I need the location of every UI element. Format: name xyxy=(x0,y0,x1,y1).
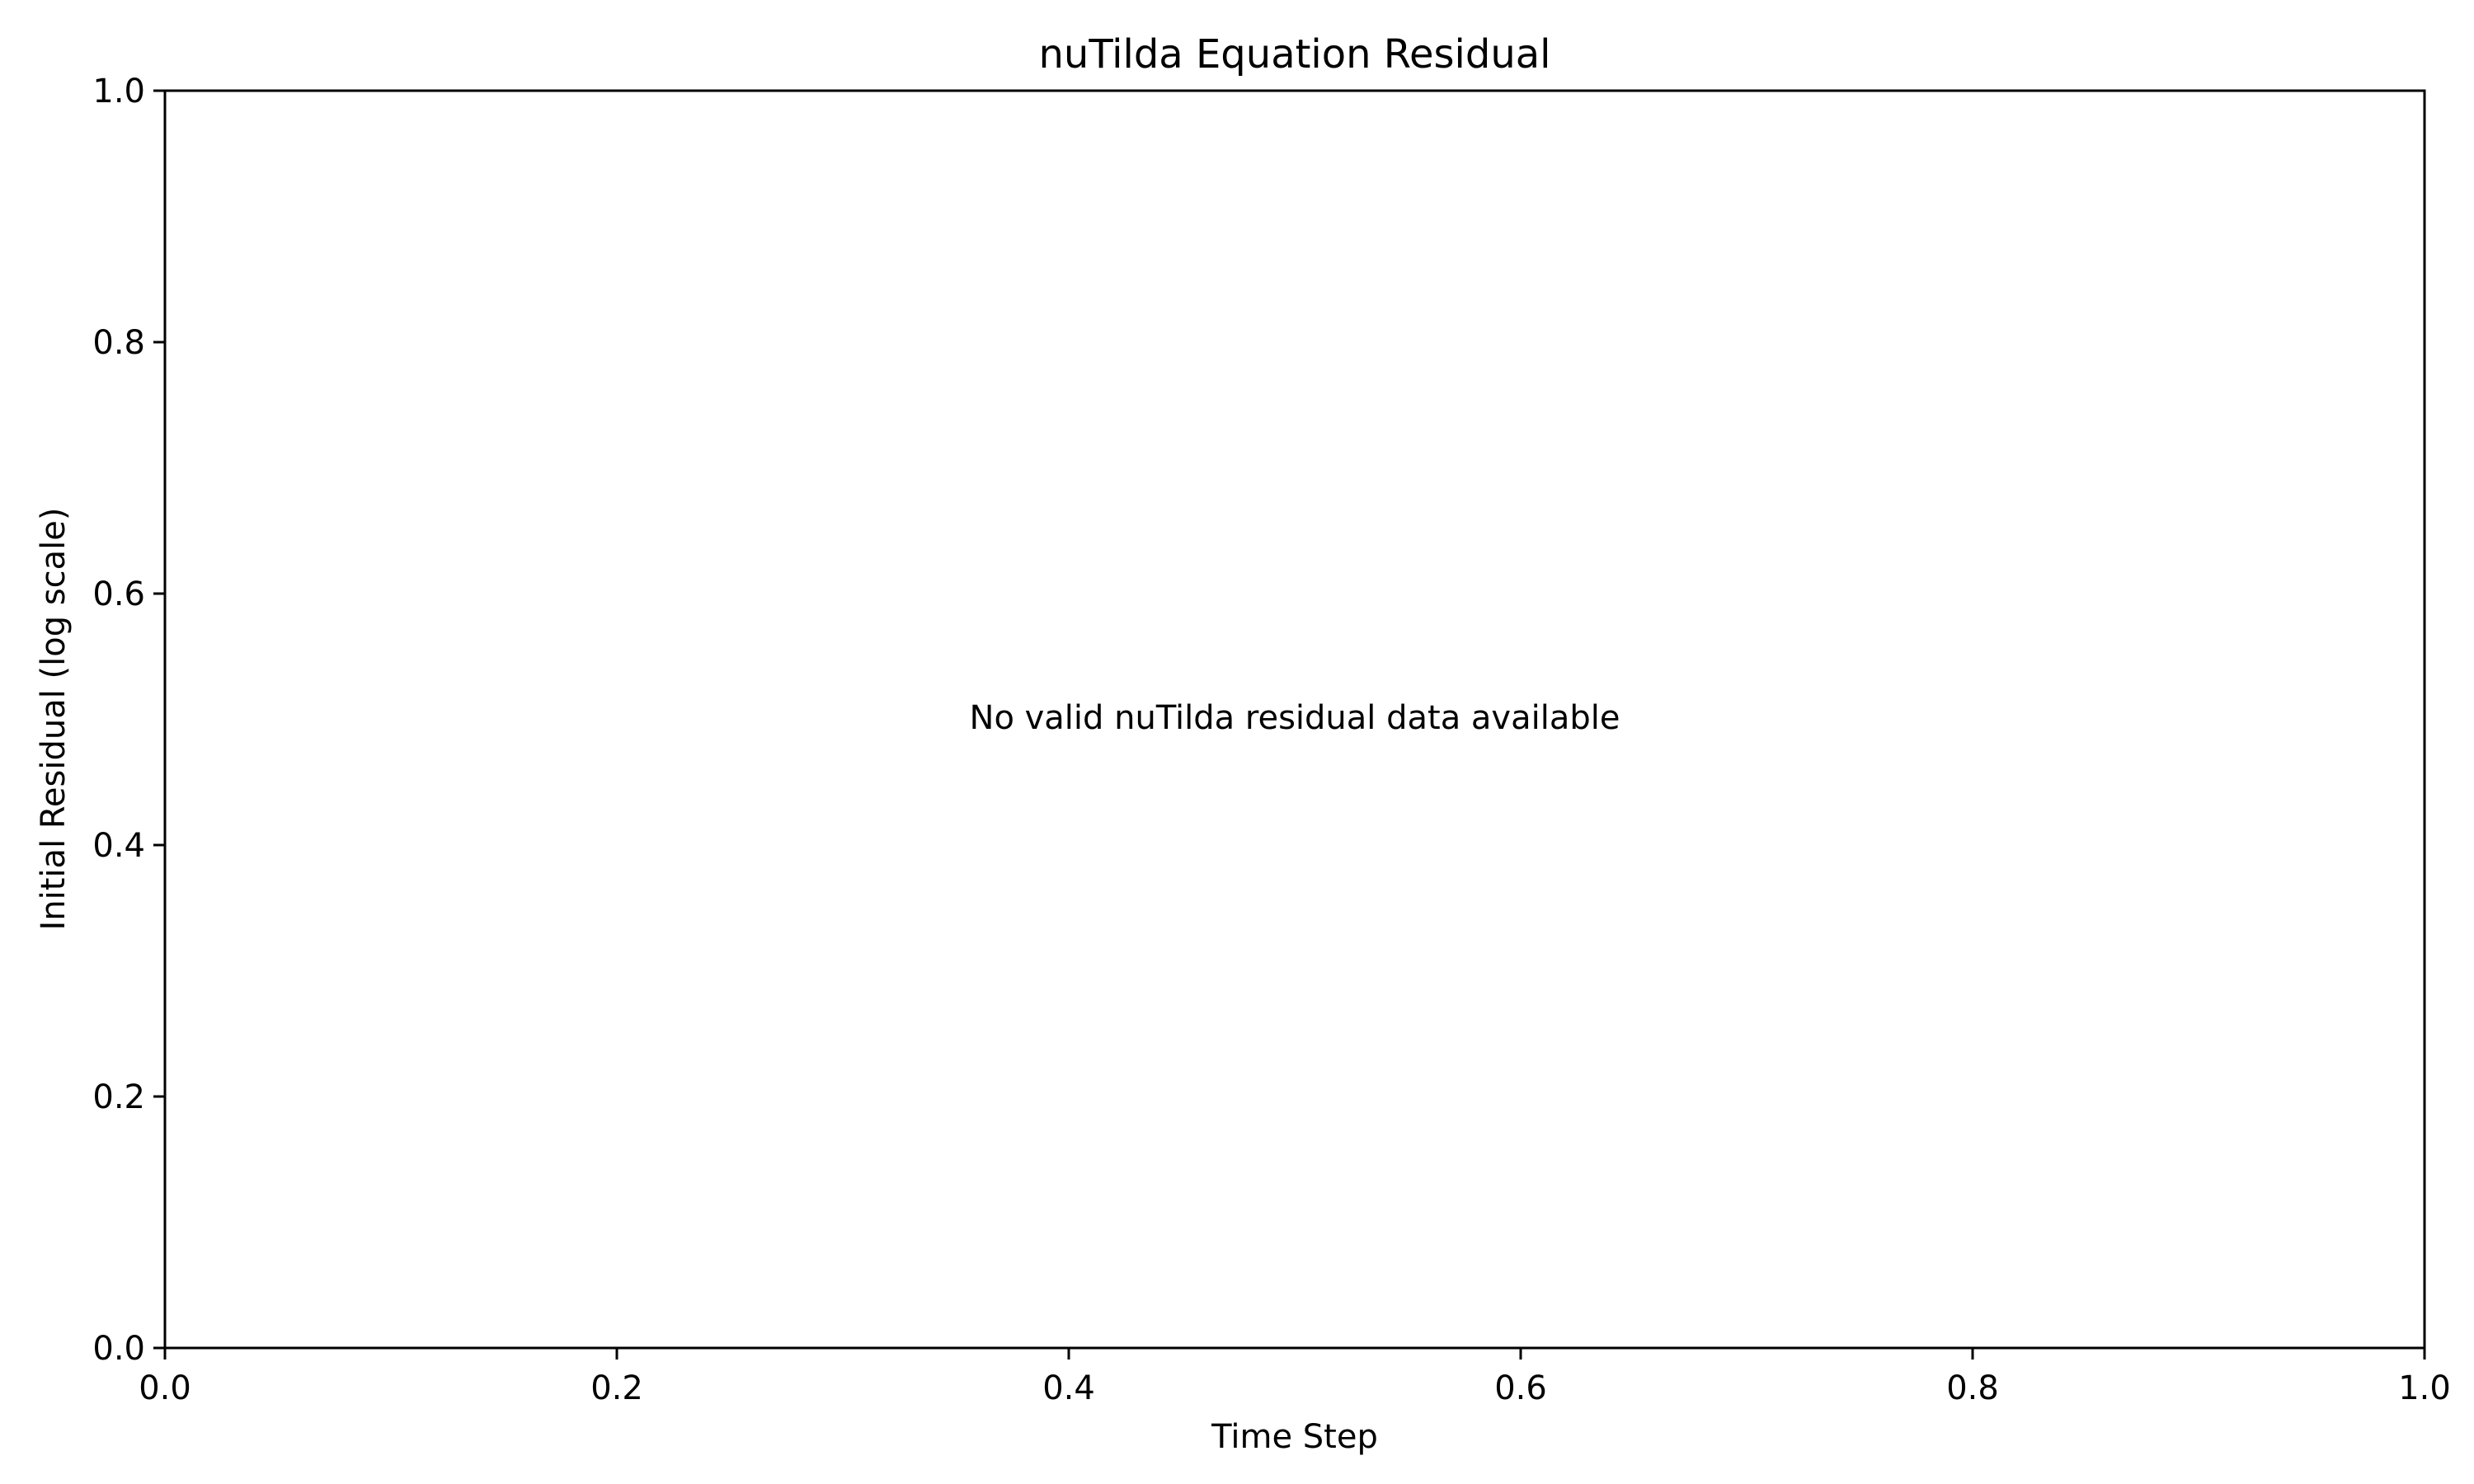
x-tick-label: 0.4 xyxy=(1042,1369,1095,1407)
y-axis-label: Initial Residual (log scale) xyxy=(35,507,73,930)
plot-area xyxy=(163,89,2426,1350)
y-tick-label: 0.6 xyxy=(92,575,145,613)
y-axis-ticks: 0.0 0.2 0.4 0.6 0.8 1.0 xyxy=(92,73,165,1368)
x-axis-ticks: 0.0 0.2 0.4 0.6 0.8 1.0 xyxy=(139,1348,2451,1407)
y-tick-label: 0.8 xyxy=(92,324,145,362)
y-tick-label: 0.0 xyxy=(92,1330,145,1368)
y-tick-label: 0.4 xyxy=(92,827,145,865)
x-tick-label: 0.2 xyxy=(590,1369,643,1407)
y-tick-label: 1.0 xyxy=(92,73,145,110)
no-data-annotation: No valid nuTilda residual data available xyxy=(970,699,1620,737)
x-tick-label: 1.0 xyxy=(2398,1369,2451,1407)
chart-title: nuTilda Equation Residual xyxy=(1038,31,1550,77)
y-tick-label: 0.2 xyxy=(92,1078,145,1116)
x-tick-label: 0.8 xyxy=(1946,1369,1999,1407)
x-tick-label: 0.6 xyxy=(1494,1369,1547,1407)
x-tick-label: 0.0 xyxy=(139,1369,191,1407)
x-axis-label: Time Step xyxy=(1211,1418,1378,1456)
